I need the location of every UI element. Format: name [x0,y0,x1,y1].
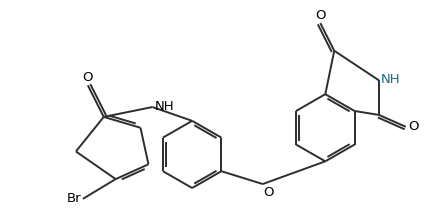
Text: Br: Br [66,192,81,205]
Text: O: O [407,120,418,133]
Text: O: O [82,71,93,84]
Text: NH: NH [154,100,174,113]
Text: O: O [314,9,325,22]
Text: O: O [263,186,273,199]
Text: NH: NH [380,73,400,86]
